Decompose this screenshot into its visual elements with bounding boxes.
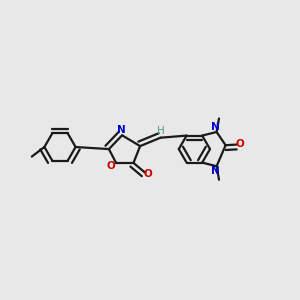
- Text: N: N: [116, 125, 125, 136]
- Text: N: N: [211, 166, 220, 176]
- Text: N: N: [211, 122, 220, 132]
- Text: O: O: [143, 169, 152, 179]
- Text: O: O: [236, 139, 245, 149]
- Text: H: H: [157, 126, 165, 136]
- Text: O: O: [107, 161, 116, 171]
